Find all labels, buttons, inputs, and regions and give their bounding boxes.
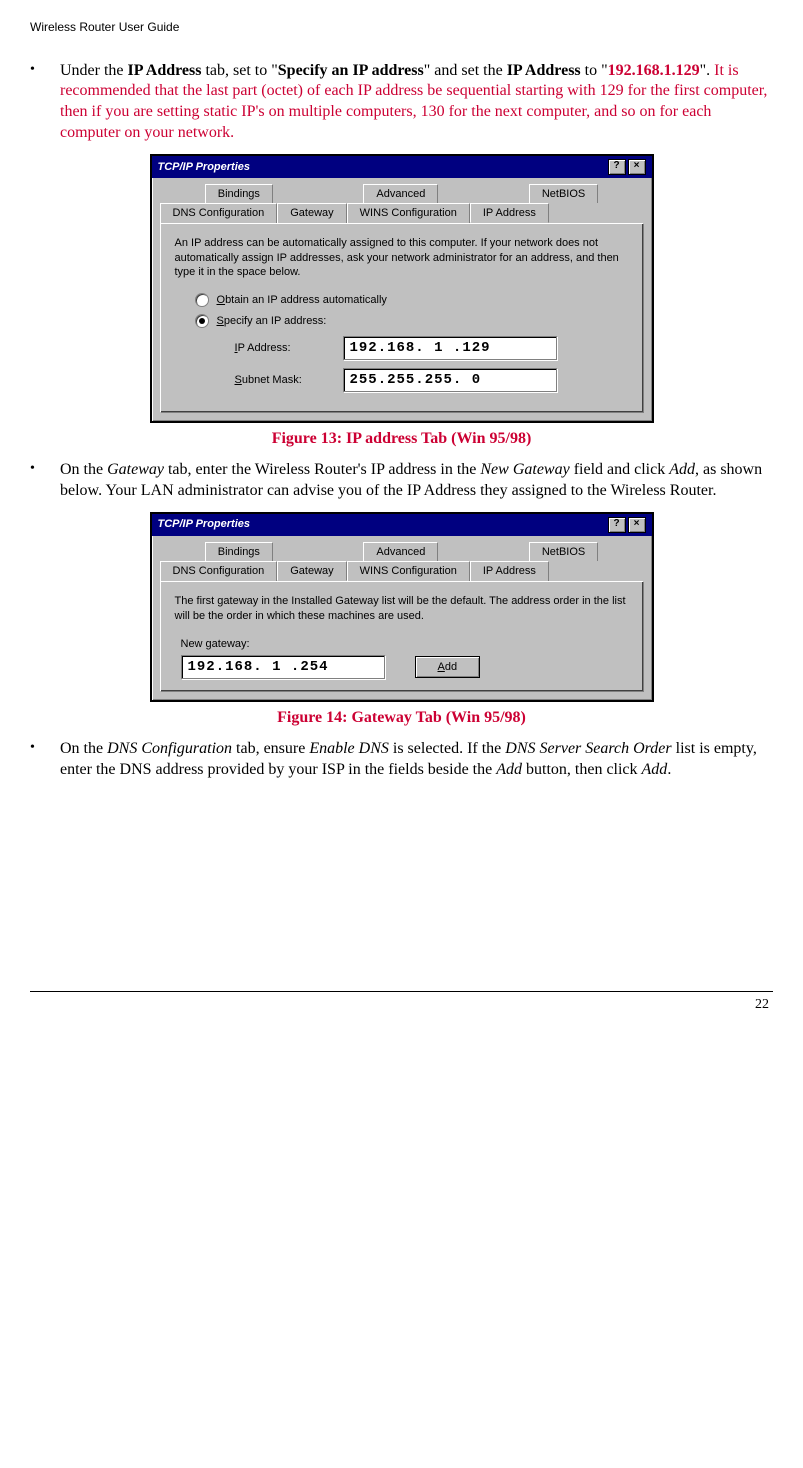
ip-address-input[interactable]: 192.168. 1 .129 (343, 336, 557, 360)
doc-header: Wireless Router User Guide (30, 20, 773, 36)
new-gateway-input[interactable]: 192.168. 1 .254 (181, 655, 385, 679)
pane-description: An IP address can be automatically assig… (175, 236, 629, 279)
tab-dns[interactable]: DNS Configuration (160, 561, 278, 581)
tcpip-dialog-fig13: TCP/IP Properties ? × Bindings Advanced … (150, 154, 654, 423)
radio-specify-label: Specify an IP address: (217, 314, 327, 328)
tab-ipaddress[interactable]: IP Address (470, 561, 549, 581)
tcpip-dialog-fig14: TCP/IP Properties ? × Bindings Advanced … (150, 512, 654, 703)
tab-gateway[interactable]: Gateway (277, 561, 346, 581)
help-button[interactable]: ? (608, 159, 626, 175)
radio-specify[interactable] (195, 314, 209, 328)
radio-obtain[interactable] (195, 293, 209, 307)
close-button[interactable]: × (628, 159, 646, 175)
subnet-mask-input[interactable]: 255.255.255. 0 (343, 368, 557, 392)
bullet-marker: • (30, 739, 60, 781)
tab-ipaddress[interactable]: IP Address (470, 203, 549, 223)
dialog-title: TCP/IP Properties (158, 160, 251, 174)
radio-obtain-label: Obtain an IP address automatically (217, 293, 387, 307)
bullet-3-text: On the DNS Configuration tab, ensure Ena… (60, 739, 773, 781)
add-button[interactable]: Add (415, 656, 481, 678)
tab-netbios[interactable]: NetBIOS (529, 184, 598, 203)
tab-wins[interactable]: WINS Configuration (347, 561, 470, 581)
page-number: 22 (30, 996, 773, 1014)
ip-address-label: IP Address: (235, 341, 325, 355)
footer-rule (30, 991, 773, 992)
bullet-2-text: On the Gateway tab, enter the Wireless R… (60, 460, 773, 502)
close-button[interactable]: × (628, 517, 646, 533)
tab-advanced[interactable]: Advanced (363, 184, 438, 203)
tab-gateway[interactable]: Gateway (277, 203, 346, 223)
dialog-title: TCP/IP Properties (158, 517, 251, 531)
bullet-marker: • (30, 61, 60, 144)
tab-dns[interactable]: DNS Configuration (160, 203, 278, 223)
figure-13-caption: Figure 13: IP address Tab (Win 95/98) (30, 429, 773, 450)
tab-advanced[interactable]: Advanced (363, 542, 438, 561)
tab-wins[interactable]: WINS Configuration (347, 203, 470, 223)
bullet-1-text: Under the IP Address tab, set to "Specif… (60, 61, 773, 144)
subnet-mask-label: Subnet Mask: (235, 373, 325, 387)
tab-bindings[interactable]: Bindings (205, 542, 273, 561)
help-button[interactable]: ? (608, 517, 626, 533)
new-gateway-label: New gateway: (181, 638, 250, 650)
pane-description: The first gateway in the Installed Gatew… (175, 594, 629, 623)
figure-14-caption: Figure 14: Gateway Tab (Win 95/98) (30, 708, 773, 729)
bullet-marker: • (30, 460, 60, 502)
tab-bindings[interactable]: Bindings (205, 184, 273, 203)
tab-netbios[interactable]: NetBIOS (529, 542, 598, 561)
